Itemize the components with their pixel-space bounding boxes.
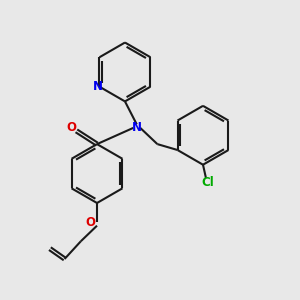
Text: O: O: [66, 122, 76, 134]
Text: Cl: Cl: [201, 176, 214, 189]
Text: N: N: [132, 122, 142, 134]
Text: O: O: [85, 216, 95, 229]
Text: N: N: [93, 80, 103, 93]
